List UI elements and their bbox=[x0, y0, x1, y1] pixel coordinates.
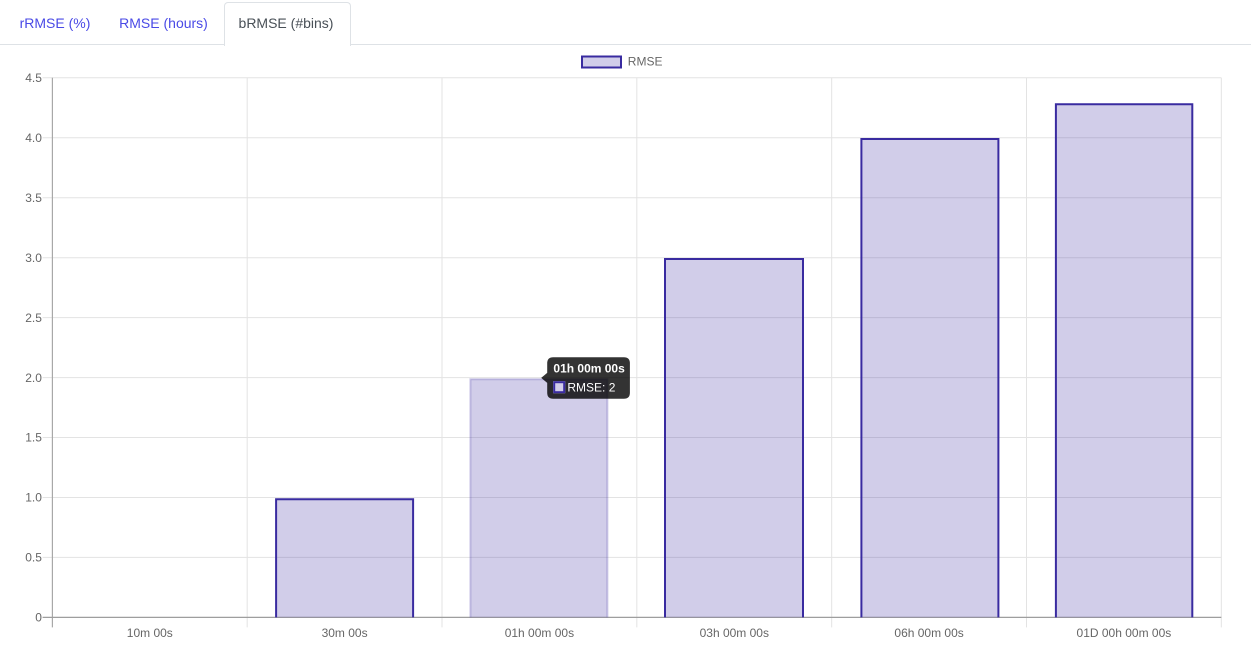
svg-text:1.0: 1.0 bbox=[25, 491, 42, 505]
svg-text:01h 00m 00s: 01h 00m 00s bbox=[505, 626, 574, 640]
svg-text:RMSE: RMSE bbox=[628, 55, 663, 69]
svg-text:3.5: 3.5 bbox=[25, 191, 42, 205]
svg-text:4.5: 4.5 bbox=[25, 71, 42, 85]
svg-text:1.5: 1.5 bbox=[25, 431, 42, 445]
svg-text:01D 00h 00m 00s: 01D 00h 00m 00s bbox=[1077, 626, 1172, 640]
svg-text:3.0: 3.0 bbox=[25, 251, 42, 265]
svg-text:0.5: 0.5 bbox=[25, 551, 42, 565]
svg-text:06h 00m 00s: 06h 00m 00s bbox=[894, 626, 963, 640]
svg-text:03h 00m 00s: 03h 00m 00s bbox=[700, 626, 769, 640]
svg-text:30m 00s: 30m 00s bbox=[322, 626, 368, 640]
svg-text:2.5: 2.5 bbox=[25, 311, 42, 325]
svg-text:RMSE: 2: RMSE: 2 bbox=[567, 381, 615, 395]
svg-text:10m 00s: 10m 00s bbox=[127, 626, 173, 640]
svg-text:2.0: 2.0 bbox=[25, 371, 42, 385]
svg-text:0: 0 bbox=[35, 611, 42, 625]
svg-text:4.0: 4.0 bbox=[25, 131, 42, 145]
svg-text:01h 00m 00s: 01h 00m 00s bbox=[553, 362, 625, 376]
